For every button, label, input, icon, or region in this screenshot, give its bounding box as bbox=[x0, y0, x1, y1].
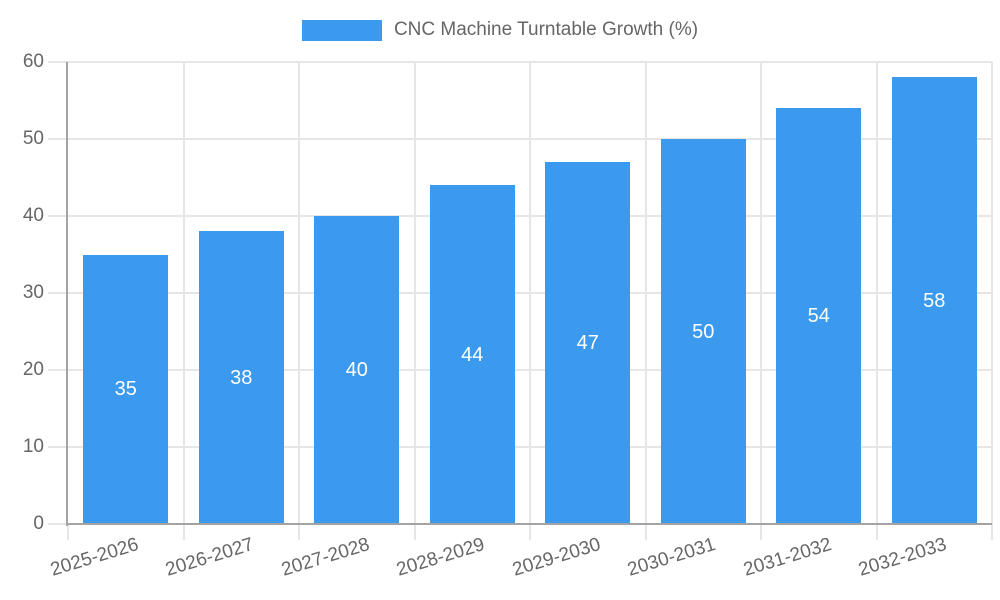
x-axis-tick bbox=[298, 524, 300, 540]
y-axis-line bbox=[66, 62, 68, 526]
y-axis-tick-label: 30 bbox=[22, 282, 44, 303]
y-axis-tick bbox=[48, 523, 68, 525]
gridline-vertical bbox=[413, 62, 416, 524]
x-axis-line bbox=[66, 523, 992, 525]
bar[interactable] bbox=[891, 77, 977, 523]
y-axis-tick bbox=[48, 369, 68, 371]
y-axis-tick bbox=[48, 138, 68, 140]
x-axis-tick bbox=[991, 524, 993, 540]
gridline-vertical bbox=[875, 62, 878, 524]
bar[interactable] bbox=[545, 162, 631, 523]
x-axis-tick bbox=[875, 524, 878, 540]
y-axis-tick bbox=[48, 292, 68, 294]
bar[interactable] bbox=[198, 231, 284, 523]
legend-label: CNC Machine Turntable Growth (%) bbox=[393, 19, 699, 40]
y-axis-tick-label: 20 bbox=[22, 359, 44, 380]
x-axis-tick bbox=[644, 524, 647, 540]
gridline-vertical bbox=[644, 62, 647, 524]
x-axis-tick bbox=[182, 524, 185, 540]
x-axis-tick bbox=[760, 524, 762, 540]
legend-item[interactable]: CNC Machine Turntable Growth (%) bbox=[0, 19, 1000, 41]
x-axis-tick bbox=[413, 524, 416, 540]
y-axis-tick-label: 50 bbox=[22, 128, 44, 149]
bar[interactable] bbox=[314, 216, 400, 523]
gridline-vertical bbox=[298, 62, 300, 524]
y-axis-tick bbox=[48, 61, 68, 63]
bar[interactable] bbox=[660, 139, 746, 523]
y-axis-tick bbox=[48, 446, 68, 448]
x-axis-tick bbox=[67, 524, 69, 540]
y-axis-tick bbox=[48, 215, 68, 217]
y-axis-tick-label: 60 bbox=[22, 51, 44, 72]
gridline-vertical bbox=[529, 62, 531, 524]
x-axis-tick bbox=[529, 524, 531, 540]
y-axis-tick-label: 10 bbox=[22, 436, 44, 457]
legend-swatch bbox=[301, 19, 382, 41]
bar[interactable] bbox=[429, 185, 515, 523]
bar[interactable] bbox=[83, 254, 169, 523]
y-axis-tick-label: 40 bbox=[22, 205, 44, 226]
gridline-vertical bbox=[182, 62, 185, 524]
gridline-vertical bbox=[991, 62, 993, 524]
bar[interactable] bbox=[776, 108, 862, 523]
gridline-vertical bbox=[760, 62, 762, 524]
y-axis-tick-label: 0 bbox=[33, 513, 44, 534]
